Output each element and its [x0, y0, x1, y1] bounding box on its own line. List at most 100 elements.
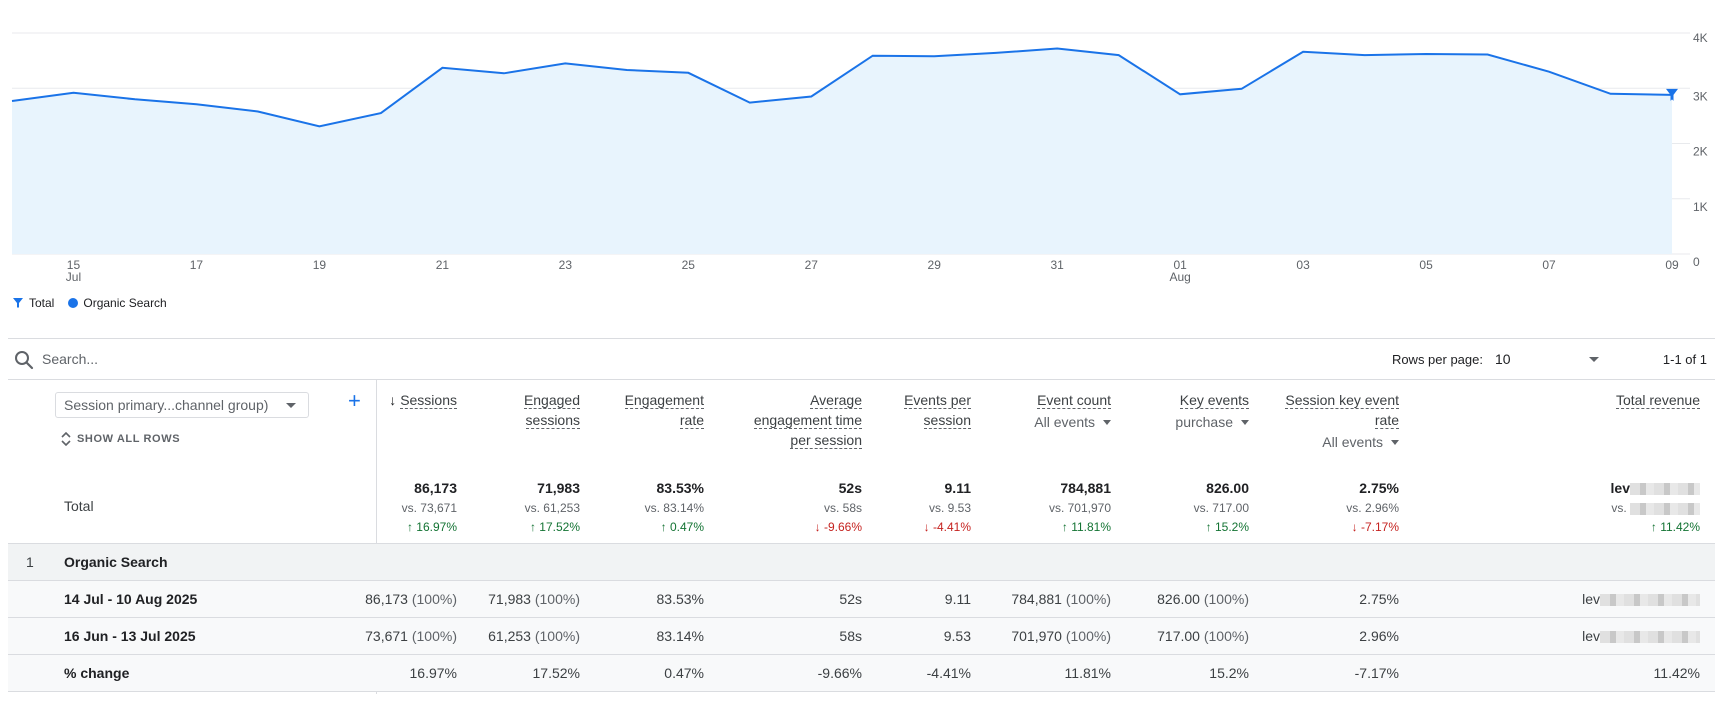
x-tick-label: 17	[190, 258, 204, 272]
x-tick-sublabel: Aug	[1169, 270, 1190, 284]
change-value: ↓ -9.66%	[814, 520, 862, 534]
show-all-rows-button[interactable]: SHOW ALL ROWS	[61, 432, 180, 446]
x-tick-label: 07	[1542, 258, 1556, 272]
x-tick-label: 01	[1173, 258, 1187, 272]
dropdown-label: All events	[1034, 414, 1095, 430]
event-filter-dropdown[interactable]: All events	[1034, 412, 1111, 432]
row-change-label: % change	[64, 665, 130, 681]
total-pin-marker[interactable]	[1666, 88, 1678, 101]
total-value: lev	[1611, 478, 1700, 498]
legend-item-total[interactable]: Total	[12, 296, 54, 310]
cell-session-key-event-rate: 2.75%	[1359, 591, 1399, 607]
comparison-value: vs. 73,671	[401, 501, 457, 515]
cell-sessions: 73,671 (100%)	[365, 628, 457, 644]
dimension-selector[interactable]: Session primary...channel group)	[55, 392, 309, 418]
cell-key-events: 717.00 (100%)	[1157, 628, 1249, 644]
header-text: Event count	[1037, 392, 1111, 409]
total-session-key-event-rate: 2.75% vs. 2.96% ↓ -7.17%	[1346, 478, 1399, 536]
row-period-label: 16 Jun - 13 Jul 2025	[64, 628, 196, 644]
y-tick-label: 2K	[1693, 145, 1708, 159]
comparison-value: vs. 61,253	[524, 501, 580, 515]
show-all-rows-label: SHOW ALL ROWS	[77, 433, 181, 445]
cell-event-count: 701,970 (100%)	[1011, 628, 1111, 644]
x-tick-label: 21	[436, 258, 450, 272]
column-header-event-count[interactable]: Event count All events	[1034, 390, 1111, 432]
redacted-value	[1630, 502, 1700, 515]
table-row-change[interactable]: % change 16.97% 17.52% 0.47% -9.66% -4.4…	[8, 655, 1715, 692]
total-pin-icon	[13, 298, 23, 308]
rows-per-page-select[interactable]: 10	[1495, 351, 1511, 367]
comparison-value: vs.	[1611, 498, 1700, 518]
cell-key-events-change: 15.2%	[1209, 665, 1249, 681]
total-event-count: 784,881 vs. 701,970 ↑ 11.81%	[1049, 478, 1111, 536]
total-engagement-rate: 83.53% vs. 83.14% ↑ 0.47%	[645, 478, 704, 536]
x-tick-label: 25	[682, 258, 696, 272]
cell-engaged-sessions: 71,983 (100%)	[488, 591, 580, 607]
column-header-total-revenue[interactable]: Total revenue	[1615, 390, 1700, 410]
comparison-value: vs. 701,970	[1048, 501, 1111, 515]
total-value: 83.53%	[656, 480, 704, 496]
change-value: ↑ 11.42%	[1650, 520, 1700, 534]
cell-engagement-rate: 83.14%	[656, 628, 704, 644]
total-revenue: lev vs. ↑ 11.42%	[1611, 478, 1700, 536]
table-row-group[interactable]: 1 Organic Search	[8, 544, 1715, 581]
x-tick-label: 29	[928, 258, 942, 272]
column-header-session-key-event-rate[interactable]: Session key event rate All events	[1285, 390, 1399, 452]
total-value: 71,983	[537, 480, 580, 496]
table-toolbar: Rows per page: 10 1-1 of 1	[8, 338, 1715, 380]
chevron-down-icon[interactable]	[1589, 357, 1599, 362]
total-events-per-session: 9.11 vs. 9.53 ↓ -4.41%	[924, 478, 971, 536]
column-header-engaged-sessions[interactable]: Engaged sessions	[523, 390, 580, 430]
x-tick-label: 23	[559, 258, 573, 272]
cell-total-revenue: lev	[1582, 628, 1700, 644]
x-tick-sublabel: Jul	[66, 270, 81, 284]
total-value: 86,173	[414, 480, 457, 496]
column-header-avg-engagement-time[interactable]: Average engagement time per session	[753, 390, 862, 450]
change-value: ↑ 16.97%	[406, 520, 457, 534]
column-header-sessions[interactable]: ↓ Sessions	[389, 390, 457, 410]
legend-total-label: Total	[29, 296, 55, 310]
header-text: engagement time	[753, 412, 862, 429]
search-input[interactable]	[42, 347, 442, 371]
change-value: ↑ 0.47%	[660, 520, 704, 534]
comparison-value: vs. 9.53	[928, 501, 971, 515]
cell-engagement-rate: 83.53%	[656, 591, 704, 607]
cell-engagement-rate-change: 0.47%	[664, 665, 704, 681]
column-header-events-per-session[interactable]: Events per session	[904, 390, 971, 430]
chevron-down-icon	[1103, 419, 1111, 425]
x-tick-label: 31	[1051, 258, 1065, 272]
key-event-rate-filter-dropdown[interactable]: All events	[1322, 432, 1399, 452]
chart-legend: Total Organic Search	[12, 296, 167, 310]
cell-events-per-session: 9.53	[943, 628, 971, 644]
change-value: ↑ 17.52%	[529, 520, 580, 534]
cell-key-events: 826.00 (100%)	[1157, 591, 1249, 607]
column-header-key-events[interactable]: Key events purchase	[1175, 390, 1249, 432]
total-value: 9.11	[944, 480, 971, 496]
header-text: Engaged	[523, 392, 580, 409]
rows-per-page-label: Rows per page:	[1391, 352, 1483, 367]
pagination-range: 1-1 of 1	[1662, 352, 1707, 367]
x-tick-label: 27	[805, 258, 819, 272]
header-text: rate	[1374, 412, 1399, 429]
table-row[interactable]: 16 Jun - 13 Jul 2025 73,671 (100%) 61,25…	[8, 618, 1715, 655]
column-header-engagement-rate[interactable]: Engagement rate	[624, 390, 704, 430]
y-tick-label: 1K	[1693, 200, 1708, 214]
header-text: session	[923, 412, 971, 429]
header-text: Average	[810, 392, 862, 409]
table-header: Session primary...channel group) + SHOW …	[8, 380, 1715, 544]
row-period-label: 14 Jul - 10 Aug 2025	[64, 591, 198, 607]
cell-sessions: 86,173 (100%)	[365, 591, 457, 607]
legend-item-organic-search[interactable]: Organic Search	[68, 296, 167, 310]
comparison-value: vs. 83.14%	[644, 501, 704, 515]
dimension-column-divider	[376, 380, 377, 694]
cell-avg-engagement-time: 52s	[839, 591, 862, 607]
redacted-value	[1600, 594, 1700, 607]
cell-event-count: 784,881 (100%)	[1011, 591, 1111, 607]
key-event-filter-dropdown[interactable]: purchase	[1175, 412, 1249, 432]
add-dimension-button[interactable]: +	[348, 388, 361, 413]
x-tick-label: 03	[1296, 258, 1310, 272]
table-row[interactable]: 14 Jul - 10 Aug 2025 86,173 (100%) 71,98…	[8, 581, 1715, 618]
search-icon	[15, 351, 34, 370]
x-tick-label: 05	[1419, 258, 1433, 272]
